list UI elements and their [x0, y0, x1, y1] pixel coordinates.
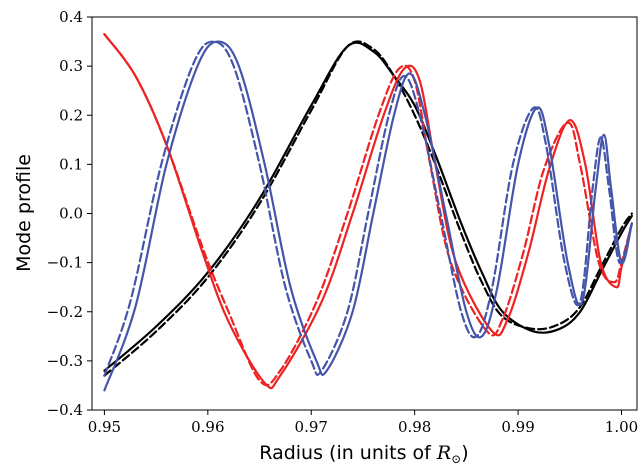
- y-tick-label: −0.1: [47, 254, 83, 272]
- y-tick-label: 0.1: [59, 155, 83, 173]
- y-tick-label: 0.4: [59, 8, 83, 26]
- y-tick-label: 0.2: [59, 106, 83, 124]
- y-tick-label: 0.3: [59, 57, 83, 75]
- series-line-5: [103, 40, 633, 392]
- y-tick-label: −0.2: [47, 303, 83, 321]
- series-line-6: [103, 40, 633, 377]
- series-line-3: [103, 33, 633, 390]
- x-axis-label: Radius (in units of R⊙): [259, 442, 468, 466]
- y-axis-label: Mode profile: [13, 154, 35, 272]
- x-tick-label: 0.98: [398, 418, 431, 436]
- series-line-1: [103, 41, 633, 372]
- series-layer: [103, 33, 633, 392]
- y-tick-label: −0.3: [47, 352, 83, 370]
- y-tick-label: −0.4: [47, 401, 83, 419]
- series-line-4: [103, 33, 633, 387]
- y-tick-label: 0.0: [59, 205, 83, 223]
- y-axis-ticks: −0.4 −0.3 −0.2 −0.1 0.0 0.1 0.2 0.3 0.4: [47, 8, 92, 419]
- x-axis-ticks: 0.95 0.96 0.97 0.98 0.99 1.00: [88, 410, 638, 436]
- x-tick-label: 0.95: [88, 418, 121, 436]
- series-line-2: [103, 40, 633, 377]
- x-tick-label: 1.00: [605, 418, 638, 436]
- x-tick-label: 0.97: [295, 418, 328, 436]
- x-tick-label: 0.99: [501, 418, 534, 436]
- x-tick-label: 0.96: [191, 418, 224, 436]
